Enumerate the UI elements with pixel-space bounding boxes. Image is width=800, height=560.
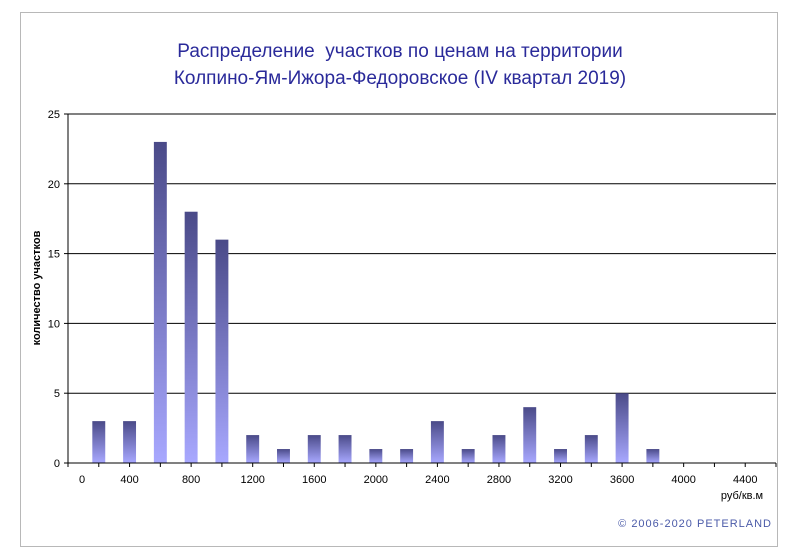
bar-200: [92, 421, 106, 463]
grid-lines: [68, 113, 776, 394]
bar-1600: [307, 435, 321, 463]
y-tick-label: 15: [48, 249, 60, 261]
bar-3600: [615, 393, 629, 463]
x-tick-label: 2800: [487, 474, 511, 486]
bar-2600: [461, 449, 475, 463]
tick-labels: 0 5 10 15 20 25 0 400 800 1200 1600 2000 2400 2800 320…: [48, 109, 758, 486]
x-tick-label: 4400: [733, 474, 757, 486]
x-tick-label: 1600: [302, 474, 326, 486]
bar-1400: [277, 449, 290, 463]
y-tick-label: 10: [48, 318, 60, 330]
bar-600: [153, 141, 167, 464]
bar-2200: [400, 449, 414, 463]
bar-1000: [215, 239, 229, 463]
bar-1200: [246, 435, 260, 463]
bar-2400: [430, 421, 444, 463]
bar-1800: [338, 435, 352, 463]
axes: [64, 113, 777, 467]
x-tick-label: 3200: [548, 474, 572, 486]
bar-2000: [369, 449, 383, 463]
bars: [92, 141, 660, 464]
y-tick-label: 25: [48, 109, 60, 121]
bar-3200: [554, 449, 567, 463]
x-tick-label: 3600: [610, 474, 634, 486]
x-tick-label: 0: [79, 474, 85, 486]
x-axis-label: руб/кв.м: [721, 490, 763, 502]
bar-3400: [584, 435, 598, 463]
copyright-notice: © 2006-2020 PETERLAND: [618, 518, 772, 530]
x-tick-label: 4000: [671, 474, 695, 486]
x-tick-label: 800: [182, 474, 200, 486]
y-tick-label: 0: [54, 458, 60, 470]
bar-3800: [646, 449, 660, 463]
x-tick-label: 2400: [425, 474, 449, 486]
y-tick-label: 20: [48, 179, 60, 191]
y-tick-label: 5: [54, 388, 60, 400]
y-axis-label: количество участков: [31, 230, 43, 345]
x-tick-label: 1200: [240, 474, 264, 486]
x-tick-label: 400: [120, 474, 138, 486]
bar-3000: [523, 407, 537, 463]
chart-title-line-1: Распределение участков по ценам на терри…: [177, 41, 623, 62]
chart-title-line-2: Колпино-Ям-Ижора-Федоровское (IV квартал…: [173, 68, 627, 89]
chart-title: Распределение участков по ценам на терри…: [0, 38, 800, 92]
bar-2800: [492, 435, 506, 463]
bar-400: [123, 421, 137, 463]
x-tick-label: 2000: [364, 474, 388, 486]
bar-800: [184, 211, 198, 463]
